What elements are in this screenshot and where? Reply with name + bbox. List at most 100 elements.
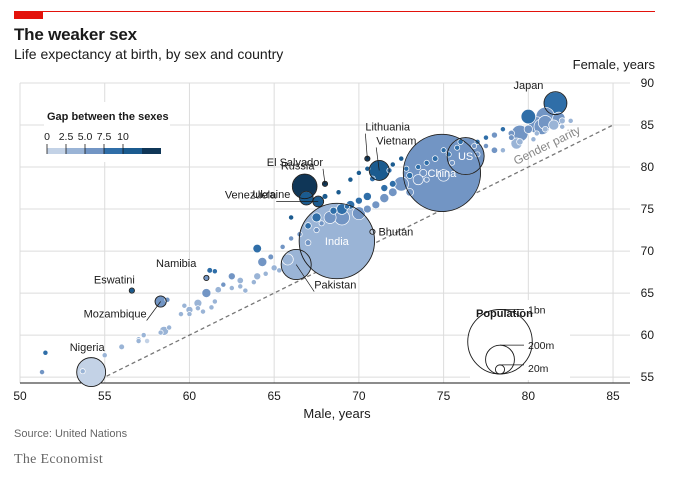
- leader-mozambique: [146, 301, 161, 321]
- country-point: [211, 268, 218, 275]
- point-outline: [543, 91, 568, 116]
- country-point: [304, 239, 312, 246]
- x-tick-label: 55: [98, 389, 112, 403]
- label-nigeria: Nigeria: [70, 342, 106, 354]
- country-point: [423, 176, 430, 183]
- country-point: [398, 155, 405, 162]
- country-point: [276, 267, 283, 274]
- country-point: [101, 352, 108, 359]
- label-russia: Russia: [281, 160, 316, 172]
- point-outline: [280, 249, 312, 280]
- country-point: [483, 143, 489, 149]
- country-point: [352, 206, 366, 221]
- x-tick-label: 85: [606, 389, 620, 403]
- country-point: [135, 338, 142, 344]
- country-point: [194, 305, 201, 312]
- country-point: [144, 338, 151, 344]
- country-point: [490, 146, 499, 154]
- label-ukraine: Ukraine: [252, 189, 290, 201]
- publisher-logo: The Economist: [14, 452, 104, 467]
- x-tick-label: 80: [522, 389, 536, 403]
- y-tick-label: 85: [641, 118, 655, 132]
- country-point: [140, 332, 147, 339]
- country-point: [227, 272, 236, 281]
- leader-el-salvador: [322, 168, 326, 184]
- gap-legend-tick-label: 5.0: [78, 131, 93, 143]
- country-point: [491, 131, 498, 139]
- country-point: [437, 169, 450, 182]
- brand-red-tab: [14, 11, 43, 19]
- label-china: China: [428, 168, 458, 180]
- country-point: [253, 272, 262, 281]
- chart-subtitle: Life expectancy at birth, by sex and cou…: [14, 46, 284, 62]
- country-point: [270, 264, 278, 272]
- country-point: [369, 175, 376, 183]
- country-point: [39, 369, 45, 376]
- point-outline: [446, 137, 485, 176]
- country-point: [533, 130, 540, 137]
- country-point: [558, 117, 566, 125]
- label-eswatini: Eswatini: [94, 275, 135, 287]
- country-point: [364, 165, 371, 172]
- country-point: [318, 220, 325, 227]
- country-point: [499, 126, 506, 133]
- y-tick-label: 75: [641, 202, 655, 216]
- gap-legend-tick-label: 7.5: [97, 131, 112, 143]
- country-point: [380, 184, 389, 192]
- axes: 50 55 60 65 70 75 80 85 55 60 65 70 75 80 85 90 Male, ye…: [13, 57, 655, 421]
- country-point: [431, 155, 439, 162]
- country-point: [181, 302, 188, 309]
- y-tick-label: 60: [641, 328, 655, 342]
- country-point: [508, 134, 515, 141]
- country-point: [311, 212, 322, 223]
- country-point: [288, 235, 295, 242]
- country-point: [362, 192, 372, 201]
- label-vietnam: Vietnam: [376, 135, 416, 147]
- point-outline: [402, 133, 481, 212]
- country-point: [250, 279, 257, 286]
- population-legend-label: 20m: [528, 363, 549, 375]
- country-point: [440, 147, 447, 154]
- country-point: [186, 311, 193, 318]
- country-point: [79, 368, 86, 375]
- label-japan: Japan: [513, 80, 543, 92]
- country-point: [412, 174, 424, 186]
- country-point: [355, 196, 363, 205]
- country-point: [257, 257, 268, 267]
- country-point: [304, 222, 312, 230]
- x-axis-title: Male, years: [303, 406, 371, 421]
- gap-legend-swatch: [85, 148, 104, 154]
- label-bhutan: Bhutan: [378, 227, 413, 239]
- leader-pakistan: [295, 264, 315, 292]
- label-pakistan: Pakistan: [314, 280, 356, 292]
- country-point: [371, 200, 381, 210]
- label-namibia: Namibia: [156, 258, 197, 270]
- x-tick-label: 60: [183, 389, 197, 403]
- country-point: [516, 138, 524, 146]
- point-outline: [76, 357, 107, 387]
- country-point: [279, 243, 286, 250]
- label-us: US: [458, 151, 473, 163]
- label-india: India: [325, 236, 350, 248]
- gap-legend-swatch: [47, 148, 66, 154]
- point-outline: [291, 173, 318, 200]
- population-legend-label: 1bn: [528, 304, 546, 316]
- country-point: [542, 125, 549, 133]
- country-point: [313, 227, 320, 234]
- country-point: [389, 180, 397, 188]
- country-point: [548, 119, 560, 131]
- point-outline: [154, 295, 167, 308]
- x-tick-label: 50: [13, 389, 27, 403]
- y-tick-label: 65: [641, 286, 655, 300]
- gap-legend-swatch: [123, 148, 142, 154]
- country-point: [379, 193, 390, 204]
- country-point: [520, 108, 536, 125]
- country-point: [206, 267, 214, 274]
- leader-lithuania: [365, 133, 368, 159]
- point-outline: [299, 190, 314, 206]
- x-tick-label: 75: [437, 389, 451, 403]
- country-point: [118, 343, 125, 351]
- country-point: [335, 189, 342, 196]
